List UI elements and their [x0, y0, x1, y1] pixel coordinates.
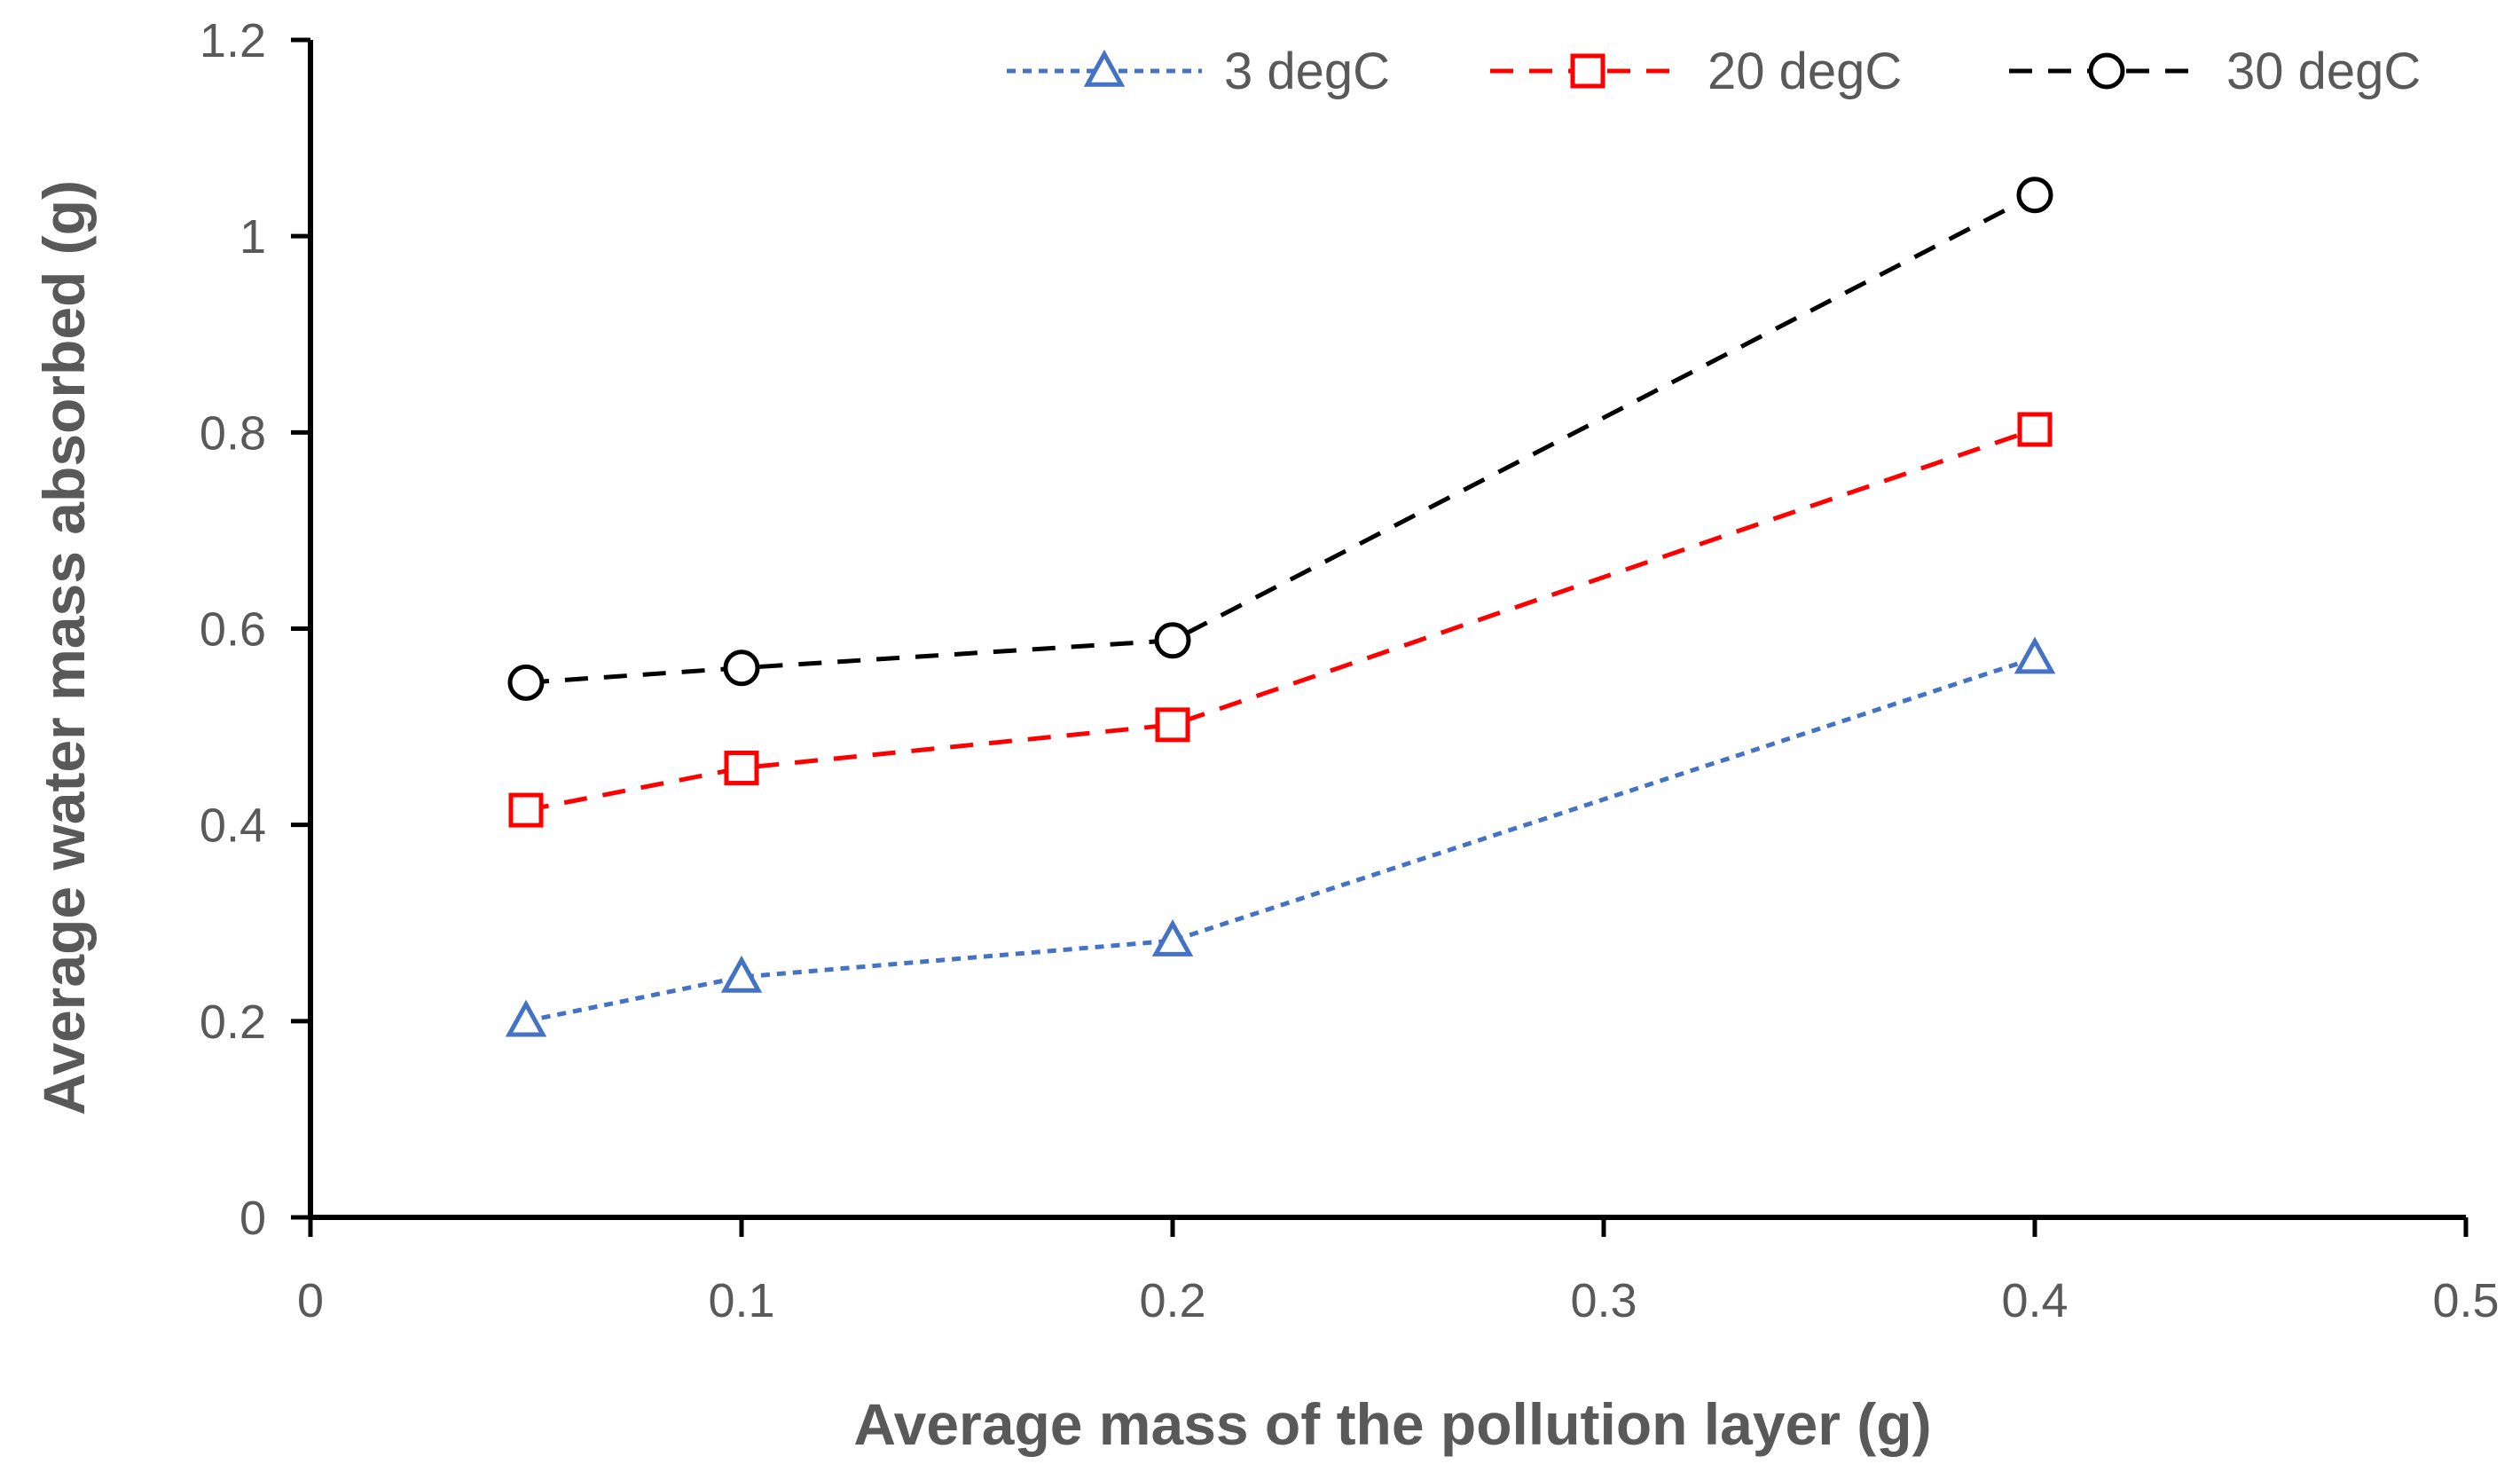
- data-point: [1151, 919, 1194, 956]
- legend-marker: [1083, 49, 1126, 87]
- y-tick-label: 1: [239, 210, 266, 264]
- data-point: [508, 792, 544, 828]
- legend-item: 20 degC: [1490, 43, 1902, 100]
- data-point: [507, 664, 545, 701]
- x-tick-label: 0.5: [2432, 1274, 2499, 1327]
- data-point: [723, 649, 760, 687]
- y-tick-label: 0: [239, 1192, 266, 1245]
- series-line: [525, 656, 2036, 1024]
- y-tick-label: 0.8: [200, 406, 266, 460]
- series-line: [525, 193, 2037, 685]
- x-tick-label: 0.3: [1570, 1274, 1637, 1327]
- data-point: [2017, 412, 2053, 447]
- legend-label: 20 degC: [1707, 43, 1902, 100]
- data-point: [505, 999, 547, 1037]
- data-point: [724, 751, 759, 786]
- x-axis-title: Average mass of the pollution layer (g): [853, 1391, 1931, 1457]
- legend-marker: [2088, 52, 2125, 90]
- series-20-degC: [508, 412, 2053, 828]
- data-point: [1155, 707, 1190, 743]
- data-point: [1154, 622, 1191, 659]
- data-point: [2016, 177, 2053, 214]
- y-axis-title: Average water mass absorbed (g): [31, 180, 97, 1115]
- y-tick-label: 0.4: [200, 799, 266, 853]
- y-tick-label: 0.2: [200, 996, 266, 1049]
- legend: 3 degC 20 degC 30 degC: [1007, 43, 2421, 100]
- legend-marker: [1570, 53, 1605, 89]
- plot-area: [505, 177, 2056, 1037]
- y-tick-label: 0.6: [200, 603, 266, 657]
- legend-item: 3 degC: [1007, 43, 1390, 100]
- x-tick-label: 0.1: [708, 1274, 774, 1327]
- legend-label: 3 degC: [1224, 43, 1390, 100]
- series-30-degC: [507, 177, 2053, 701]
- legend-label: 30 degC: [2226, 43, 2421, 100]
- data-point: [720, 955, 763, 993]
- axes: 0 0.2 0.4 0.6 0.8 1 1.2 0 0.1 0.2 0.3 0.4 0.5: [200, 14, 2500, 1327]
- legend-item: 30 degC: [2009, 43, 2421, 100]
- x-tick-label: 0.4: [2001, 1274, 2068, 1327]
- y-tick-label: 1.2: [200, 14, 266, 67]
- x-tick-label: 0: [297, 1274, 324, 1327]
- x-tick-label: 0.2: [1139, 1274, 1205, 1327]
- series-3-degC: [505, 636, 2056, 1037]
- series-line: [525, 427, 2036, 813]
- data-point: [2014, 636, 2056, 674]
